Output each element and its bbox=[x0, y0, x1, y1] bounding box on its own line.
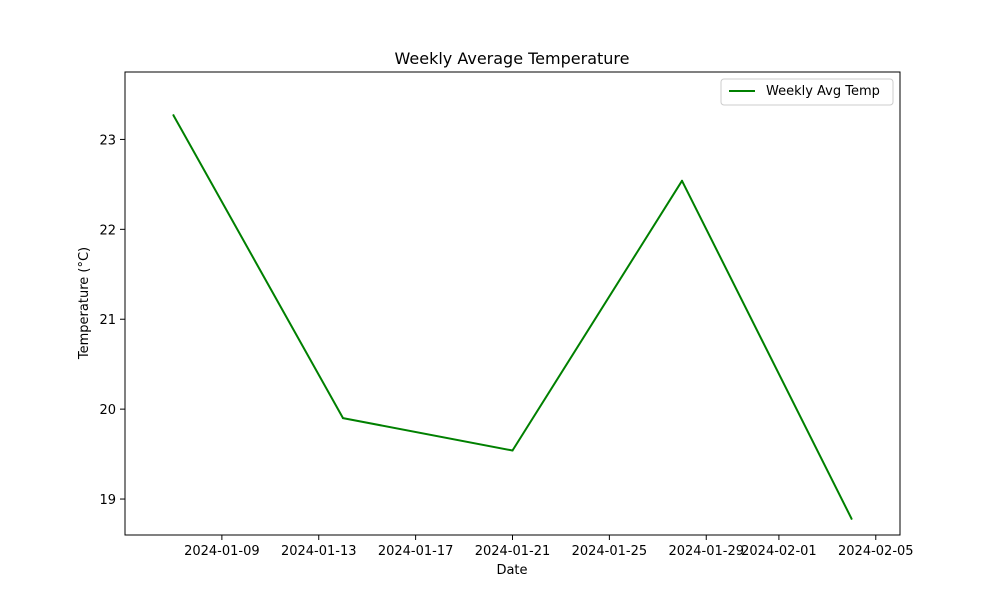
y-axis-ticks: 19 20 21 22 23 bbox=[99, 133, 125, 508]
x-axis-ticks: 2024-01-09 2024-01-13 2024-01-17 2024-01-21… bbox=[184, 535, 914, 559]
y-tick-label: 22 bbox=[99, 223, 116, 238]
data-point bbox=[172, 114, 175, 117]
x-tick-label: 2024-01-25 bbox=[572, 544, 648, 559]
legend: Weekly Avg Temp bbox=[720, 78, 894, 106]
plot-area bbox=[125, 72, 900, 535]
data-point bbox=[850, 517, 853, 520]
y-tick-label: 20 bbox=[99, 403, 116, 418]
x-tick-label: 2024-01-13 bbox=[281, 544, 357, 559]
x-tick-label: 2024-01-29 bbox=[668, 544, 744, 559]
x-tick-label: 2024-02-01 bbox=[741, 544, 817, 559]
x-tick-label: 2024-01-21 bbox=[475, 544, 551, 559]
y-tick-label: 23 bbox=[99, 133, 116, 148]
x-tick-label: 2024-01-09 bbox=[184, 544, 260, 559]
y-tick-label: 19 bbox=[99, 493, 116, 508]
data-point bbox=[341, 417, 344, 420]
y-tick-label: 21 bbox=[99, 313, 116, 328]
x-axis-label: Date bbox=[496, 563, 527, 578]
x-tick-label: 2024-02-05 bbox=[838, 544, 914, 559]
x-tick-label: 2024-01-17 bbox=[378, 544, 454, 559]
y-axis-label: Temperature (°C) bbox=[77, 247, 92, 360]
legend-box bbox=[720, 78, 894, 106]
chart-title: Weekly Average Temperature bbox=[395, 49, 630, 68]
plot-frame bbox=[124, 71, 901, 536]
data-point bbox=[681, 179, 684, 182]
series-layer bbox=[172, 114, 853, 520]
data-point bbox=[511, 449, 514, 452]
legend-label: Weekly Avg Temp bbox=[766, 84, 880, 99]
